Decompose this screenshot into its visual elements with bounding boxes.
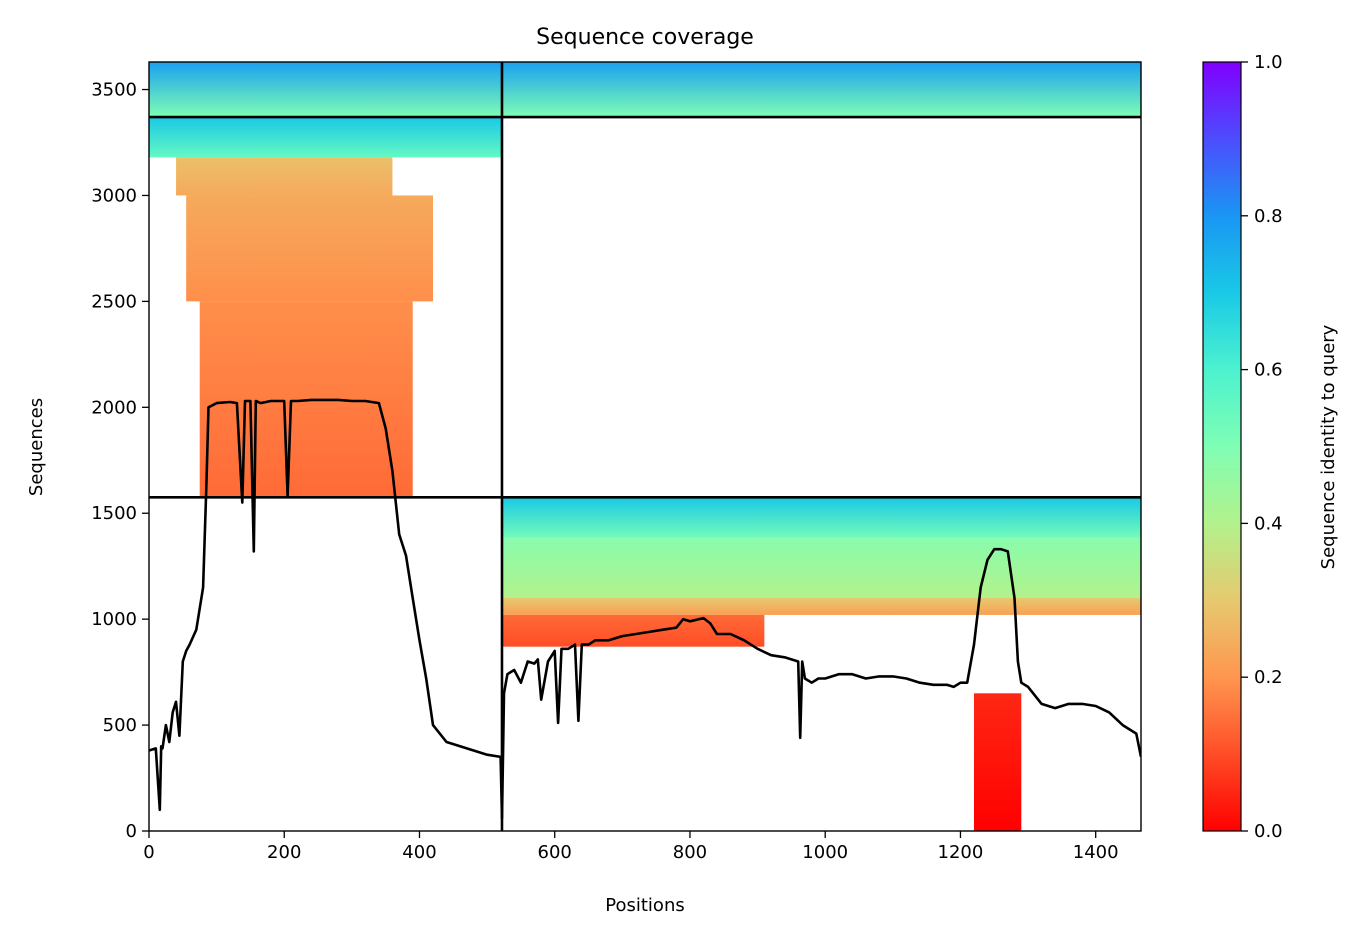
x-axis-ticks: 0 200 400 600 800 1000 1200 1400 (143, 831, 1119, 863)
coverage-block (501, 597, 1141, 615)
x-tick-label: 1000 (802, 842, 848, 863)
y-tick-label: 1500 (91, 503, 137, 524)
coverage-block (501, 62, 1141, 118)
plot-frame (148, 61, 1142, 832)
colorbar-tick-label: 0.6 (1254, 360, 1283, 381)
chart-title: Sequence coverage (536, 25, 754, 50)
chain-boundaries (149, 62, 1141, 831)
coverage-block (149, 62, 502, 118)
y-tick-label: 3500 (91, 80, 137, 101)
colorbar-tick-label: 0.0 (1254, 821, 1283, 842)
colorbar-tick-label: 0.4 (1254, 513, 1283, 534)
coverage-block (149, 117, 502, 158)
coverage-block (501, 497, 1141, 539)
coverage-block (186, 195, 434, 302)
coverage-block (176, 157, 393, 196)
colorbar-tick-label: 0.8 (1254, 206, 1283, 227)
x-axis-label: Positions (605, 895, 684, 916)
y-tick-label: 3000 (91, 185, 137, 206)
colorbar (1202, 61, 1242, 832)
y-axis-label: Sequences (26, 398, 47, 496)
x-tick-label: 200 (267, 842, 301, 863)
colorbar-tick-label: 1.0 (1254, 52, 1283, 73)
coverage-block (501, 614, 765, 647)
x-tick-label: 1400 (1073, 842, 1119, 863)
y-tick-label: 1000 (91, 609, 137, 630)
colorbar-ticks: 0.0 0.2 0.4 0.6 0.8 1.0 (1241, 52, 1283, 842)
x-tick-label: 1200 (938, 842, 984, 863)
x-tick-label: 800 (673, 842, 707, 863)
y-tick-label: 2500 (91, 291, 137, 312)
x-tick-label: 400 (402, 842, 436, 863)
coverage-line (149, 398, 1141, 820)
y-tick-label: 0 (126, 821, 137, 842)
coverage-blocks (149, 62, 1141, 831)
x-tick-label: 0 (143, 842, 154, 863)
coverage-block (973, 693, 1022, 831)
x-tick-label: 600 (538, 842, 572, 863)
colorbar-tick-label: 0.2 (1254, 667, 1283, 688)
y-axis-ticks: 0 500 1000 1500 2000 2500 3000 3500 (91, 80, 149, 842)
y-tick-label: 500 (103, 715, 137, 736)
colorbar-label: Sequence identity to query (1318, 324, 1339, 569)
y-tick-label: 2000 (91, 397, 137, 418)
coverage-block (501, 538, 1141, 598)
